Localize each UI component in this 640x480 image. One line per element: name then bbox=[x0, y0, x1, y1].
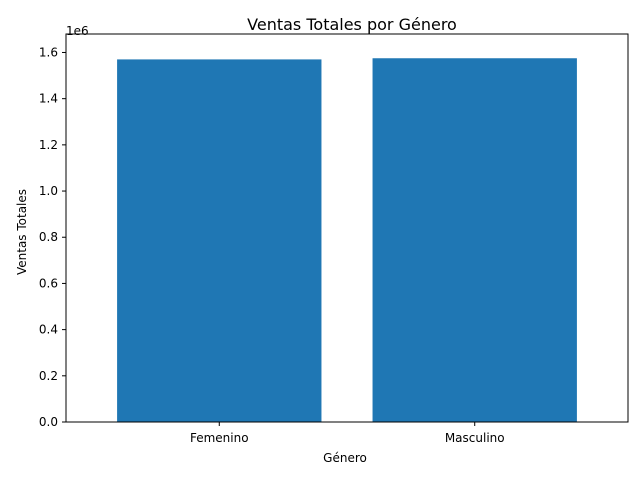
y-tick-label: 0.8 bbox=[39, 230, 58, 244]
chart-title: Ventas Totales por Género bbox=[247, 15, 457, 34]
y-tick-label: 0.6 bbox=[39, 276, 58, 290]
ticks-layer: Femenino Masculino 0.0 0.2 0.4 0.6 0.8 1.0 1.2 1.… bbox=[39, 45, 505, 445]
x-axis-label: Género bbox=[323, 451, 367, 465]
axes-frame bbox=[65, 33, 629, 423]
y-axis-label: Ventas Totales bbox=[15, 189, 29, 275]
y-offset-label: 1e6 bbox=[66, 24, 89, 38]
y-tick-label: 1.6 bbox=[39, 45, 58, 59]
y-tick-label: 1.2 bbox=[39, 138, 58, 152]
y-tick-label: 1.0 bbox=[39, 184, 58, 198]
y-tick-label: 0.0 bbox=[39, 415, 58, 429]
x-tick-label: Femenino bbox=[190, 431, 249, 445]
bars-layer bbox=[117, 58, 577, 423]
y-tick-label: 0.2 bbox=[39, 369, 58, 383]
y-tick-label: 1.4 bbox=[39, 92, 58, 106]
bar-femenino bbox=[117, 59, 322, 423]
bar-masculino bbox=[372, 58, 577, 422]
x-tick-label: Masculino bbox=[445, 431, 505, 445]
y-tick-label: 0.4 bbox=[39, 323, 58, 337]
